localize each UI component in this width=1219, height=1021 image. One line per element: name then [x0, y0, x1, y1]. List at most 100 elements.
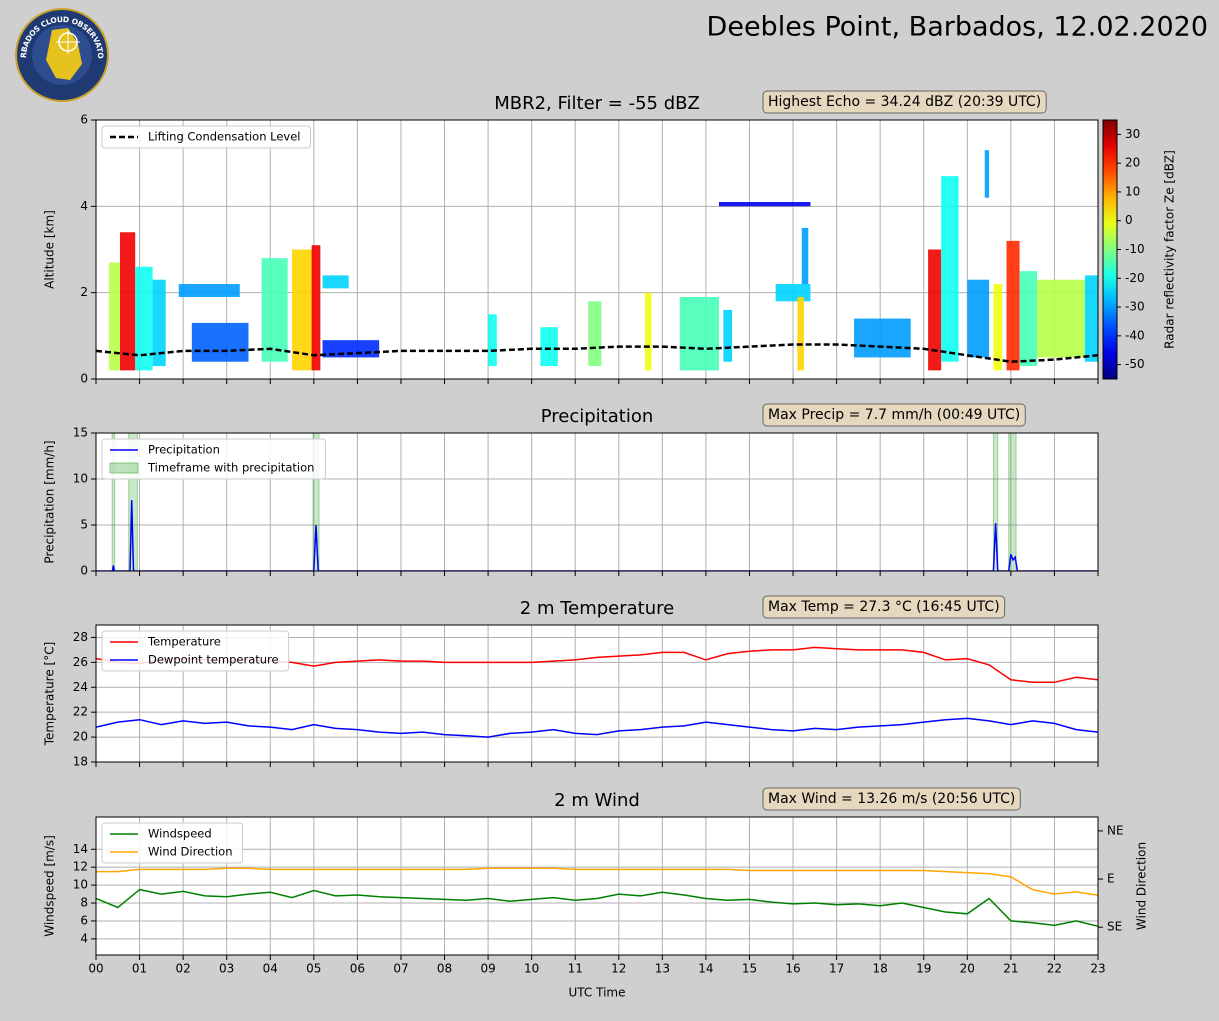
- echo-cell: [941, 176, 958, 362]
- x-tick-label: 00: [88, 962, 103, 976]
- panel-title: MBR2, Filter = -55 dBZ: [494, 93, 700, 114]
- x-tick-label: 11: [568, 962, 583, 976]
- y-tick-label: 8: [80, 896, 88, 910]
- echo-cell: [179, 284, 240, 297]
- legend: WindspeedWind Direction: [102, 823, 243, 863]
- x-tick-label: 18: [873, 962, 888, 976]
- panel: 18 20 22 24 26 28 2 m Temperature Max Temp = 27…: [43, 596, 1099, 769]
- echo-cell: [802, 228, 809, 284]
- y-tick-label: 14: [73, 842, 88, 856]
- y-tick-label: 0: [80, 372, 88, 386]
- y-axis-label: Precipitation [mm/h]: [43, 440, 57, 563]
- echo-cell: [928, 250, 941, 371]
- precip-span: [1009, 433, 1016, 571]
- annotation-text: Max Wind = 13.26 m/s (20:56 UTC): [768, 791, 1015, 807]
- legend: Lifting Condensation Level: [102, 126, 311, 148]
- x-tick-label: 09: [480, 962, 495, 976]
- echo-cell: [797, 297, 804, 370]
- echo-cell: [1037, 280, 1085, 358]
- panel-title: 2 m Wind: [554, 790, 640, 811]
- echo-cell: [1020, 271, 1037, 366]
- annotation: Max Wind = 13.26 m/s (20:56 UTC): [763, 788, 1020, 810]
- y-tick-label: 24: [73, 680, 88, 694]
- x-tick-label: 17: [829, 962, 844, 976]
- dashboard: BARBADOS CLOUD OBSERVATORY Deebles Point…: [0, 0, 1219, 1021]
- colorbar-tick-label: -20: [1125, 271, 1145, 285]
- page-title: Deebles Point, Barbados, 12.02.2020: [707, 12, 1208, 43]
- x-tick-label: 22: [1047, 962, 1062, 976]
- x-tick-label: 05: [306, 962, 321, 976]
- y-tick-label: 22: [73, 705, 88, 719]
- y-tick-label: 6: [80, 113, 88, 127]
- plot-area: [96, 817, 1098, 955]
- colorbar-tick-label: -40: [1125, 328, 1145, 342]
- y-tick-label: 28: [73, 630, 88, 644]
- y-axis-label: Altitude [km]: [43, 210, 57, 289]
- echo-cell: [540, 327, 557, 366]
- legend-label: Lifting Condensation Level: [148, 130, 301, 144]
- echo-cell: [680, 297, 719, 370]
- legend-label: Dewpoint temperature: [148, 653, 279, 667]
- echo-cell: [854, 319, 911, 358]
- colorbar-tick-label: 0: [1125, 213, 1133, 227]
- legend-label: Precipitation: [148, 443, 220, 457]
- x-tick-label: 21: [1003, 962, 1018, 976]
- colorbar-tick-label: 10: [1125, 184, 1140, 198]
- legend-patch: [110, 463, 138, 473]
- x-tick-label: 23: [1090, 962, 1105, 976]
- colorbar-tick-label: -10: [1125, 242, 1145, 256]
- annotation-text: Max Temp = 27.3 °C (16:45 UTC): [768, 599, 1000, 615]
- echo-cell: [985, 150, 989, 197]
- x-tick-label: 16: [785, 962, 800, 976]
- annotation: Max Temp = 27.3 °C (16:45 UTC): [763, 596, 1005, 618]
- x-tick-label: 04: [263, 962, 278, 976]
- y-axis-label: Windspeed [m/s]: [43, 835, 57, 937]
- y-tick-label: 15: [73, 426, 88, 440]
- y-tick-label: 4: [80, 931, 88, 945]
- echo-cell: [192, 323, 249, 362]
- y-tick-label: 26: [73, 655, 88, 669]
- y-tick-label: 2: [80, 285, 88, 299]
- colorbar-tick-label: 30: [1125, 127, 1140, 141]
- logo: BARBADOS CLOUD OBSERVATORY: [0, 0, 108, 101]
- y-tick-label: 6: [80, 913, 88, 927]
- panel-title: 2 m Temperature: [520, 598, 674, 619]
- y-tick-label: 10: [73, 878, 88, 892]
- echo-cell: [120, 232, 135, 370]
- y-tick-label: 20: [73, 730, 88, 744]
- echo-cell: [719, 202, 810, 206]
- legend: Temperature Dewpoint temperature: [102, 631, 289, 671]
- echo-cell: [1007, 241, 1020, 371]
- x-tick-label: 13: [655, 962, 670, 976]
- x-tick-label: 20: [960, 962, 975, 976]
- x-axis-label: UTC Time: [569, 986, 626, 1000]
- echo-cell: [723, 310, 732, 362]
- y-tick-label: 10: [73, 472, 88, 486]
- legend-label: Temperature: [147, 635, 221, 649]
- y-axis-label: Temperature [°C]: [43, 642, 57, 747]
- y2-tick-label: E: [1107, 872, 1115, 886]
- colorbar-tick-label: -30: [1125, 300, 1145, 314]
- echo-cell: [1085, 275, 1098, 361]
- panel-title: Precipitation: [541, 406, 654, 427]
- x-tick-label: 12: [611, 962, 626, 976]
- legend-label: Timeframe with precipitation: [147, 461, 314, 475]
- y-tick-label: 4: [80, 199, 88, 213]
- x-tick-label: 06: [350, 962, 365, 976]
- echo-cell: [262, 258, 288, 362]
- echo-cell: [776, 284, 811, 301]
- echo-cell: [588, 301, 601, 366]
- echo-cell: [488, 314, 497, 366]
- annotation-text: Highest Echo = 34.24 dBZ (20:39 UTC): [768, 94, 1041, 110]
- y2-tick-label: NE: [1107, 823, 1124, 837]
- echo-cell: [993, 284, 1002, 370]
- echo-cell: [312, 245, 321, 370]
- colorbar-tick-label: -50: [1125, 357, 1145, 371]
- y2-tick-label: SE: [1107, 920, 1122, 934]
- x-tick-label: 01: [132, 962, 147, 976]
- legend-label: Wind Direction: [148, 845, 233, 859]
- y-tick-label: 18: [73, 755, 88, 769]
- x-tick-label: 14: [698, 962, 713, 976]
- echo-cell: [967, 280, 989, 358]
